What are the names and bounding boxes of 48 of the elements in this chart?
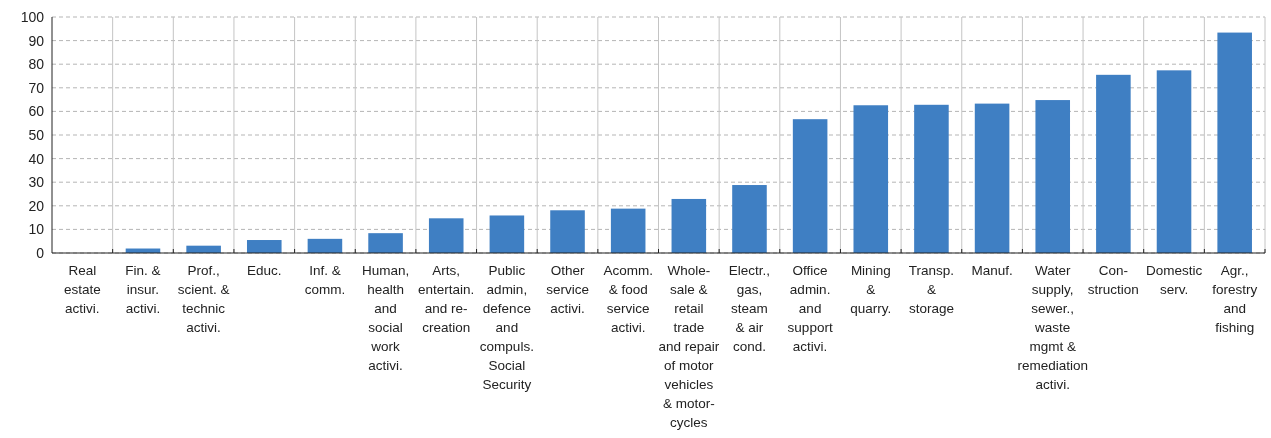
bar — [550, 210, 585, 253]
y-tick-label: 10 — [28, 221, 45, 238]
y-tick-label: 80 — [28, 56, 45, 73]
bar — [914, 104, 949, 253]
x-tick-label: Water supply, sewer., waste mgmt & remediation activi. — [1017, 263, 1088, 392]
x-tick-label: Fin. & insur. activi. — [125, 263, 161, 316]
bar — [489, 215, 525, 253]
bar — [853, 105, 889, 253]
y-tick-label: 20 — [28, 197, 45, 214]
x-tick-label: Arts, entertain. and re- creation — [418, 263, 475, 335]
x-tick-label: Transp. & storage — [908, 263, 955, 316]
x-tick-label: Office admin. and support activi. — [787, 263, 833, 354]
x-tick-label: Domestic serv. — [1145, 263, 1203, 297]
y-tick-label: 60 — [28, 103, 45, 120]
y-tick-label: 70 — [28, 79, 45, 96]
y-tick-label: 0 — [36, 244, 45, 261]
x-tick-label: Mining & quarry. — [850, 263, 892, 316]
bar — [307, 238, 343, 253]
x-tick-label: Manuf. — [971, 263, 1013, 278]
bar — [792, 119, 828, 253]
x-tick-label: Educ. — [247, 263, 282, 278]
bar — [732, 185, 767, 253]
y-tick-label: 40 — [28, 150, 45, 167]
bar — [246, 240, 282, 253]
bar — [428, 218, 464, 253]
y-tick-label: 50 — [28, 126, 45, 143]
x-tick-label: Inf. & comm. — [304, 263, 346, 297]
x-tick-label: Other service activi. — [546, 263, 589, 316]
y-tick-label: 100 — [20, 8, 45, 25]
x-tick-label: Public admin, defence and compuls. Social Security — [479, 263, 534, 392]
x-tick-label: Acomm. & food service activi. — [603, 263, 653, 335]
x-tick-label: Electr., gas, steam & air cond. — [728, 263, 771, 354]
bar — [671, 198, 707, 253]
y-tick-label: 90 — [28, 32, 45, 49]
y-tick-label: 30 — [28, 174, 45, 191]
x-tick-label: Real estate activi. — [63, 263, 101, 316]
x-tick-label: Prof., scient. & technic activi. — [177, 263, 230, 335]
bar — [610, 208, 646, 253]
bar — [1096, 74, 1131, 253]
x-tick-label: Agr., forestry and fishing — [1212, 263, 1258, 335]
bar — [1217, 32, 1252, 253]
bar — [368, 233, 403, 253]
x-tick-label: Con- struction — [1087, 263, 1139, 297]
bar — [1156, 70, 1192, 253]
bar — [1035, 100, 1071, 253]
x-tick-label: Human, health and social work activi. — [361, 263, 410, 373]
bar — [974, 103, 1010, 253]
category-label: Whole- sale & retail trade and repair of motor vehicles & motor- cycles — [658, 263, 720, 430]
